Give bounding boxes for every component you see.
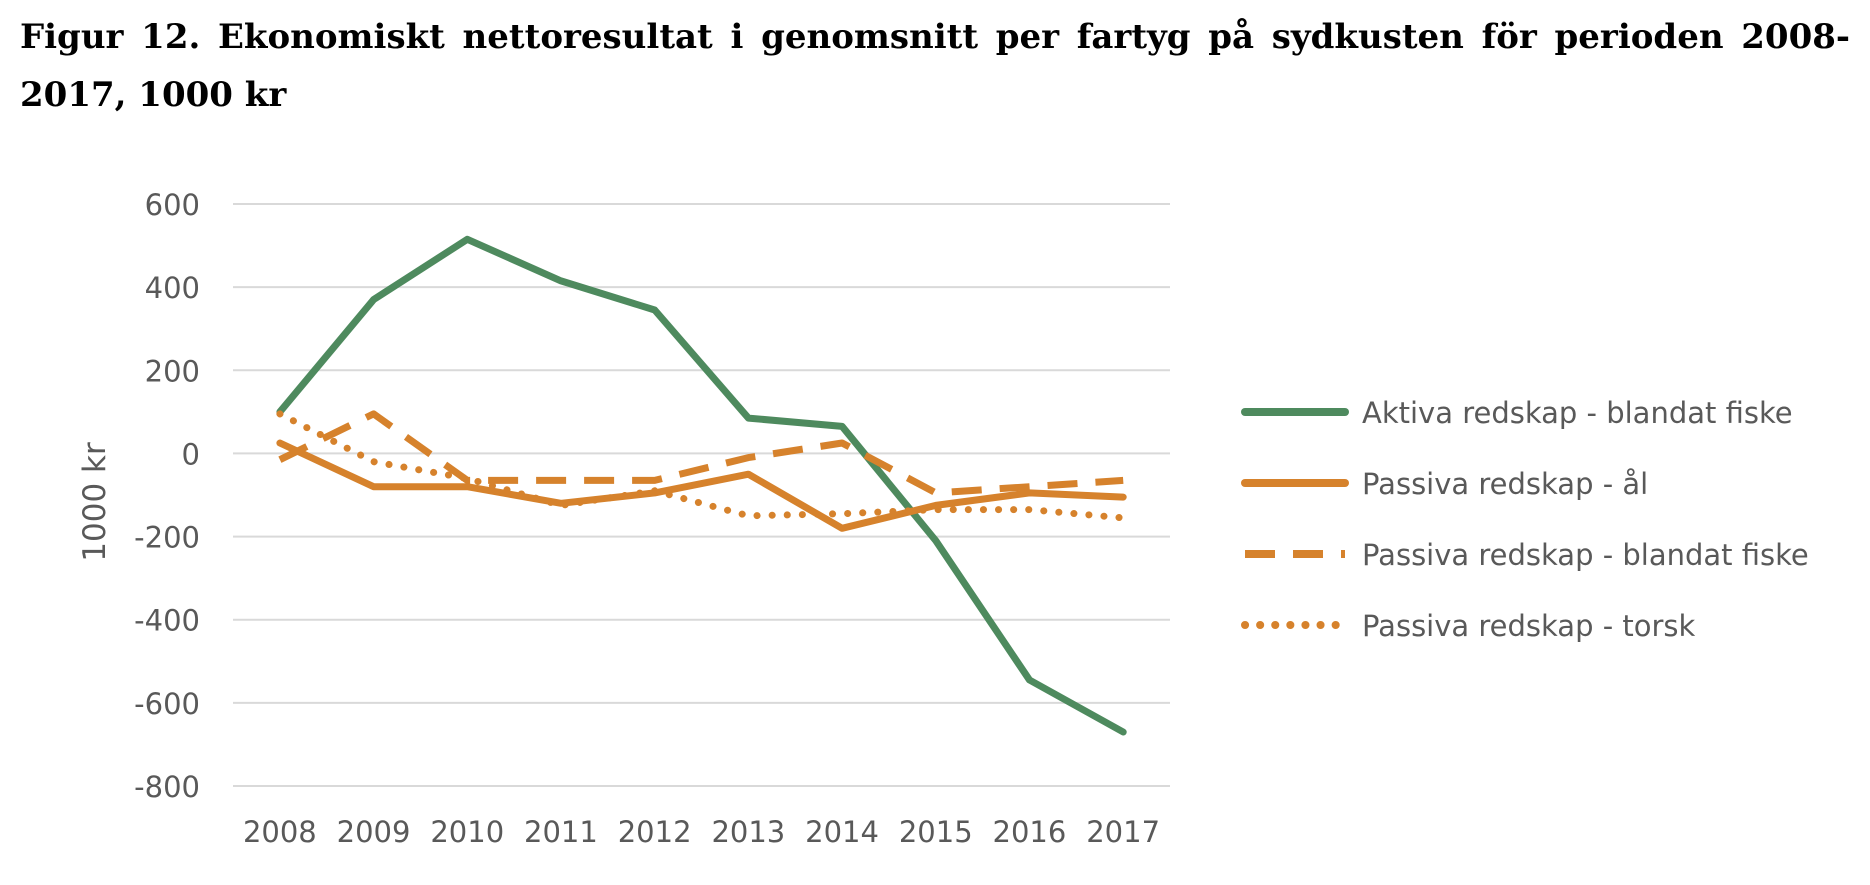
series-line-3 — [278, 410, 1124, 497]
x-tick-label: 2009 — [337, 815, 411, 849]
legend-item: Passiva redskap - ål — [1241, 467, 1648, 501]
series-line-4 — [276, 410, 1127, 522]
x-tick-label: 2017 — [1086, 815, 1160, 849]
legend-label: Passiva redskap - blandat fiske — [1362, 538, 1809, 572]
y-tick-label: 400 — [145, 271, 200, 305]
legend-item: Aktiva redskap - blandat fiske — [1241, 396, 1793, 430]
series-line-2 — [276, 439, 1127, 532]
legend-label: Passiva redskap - ål — [1362, 467, 1648, 501]
gridlines — [233, 203, 1170, 787]
y-tick-label: 600 — [145, 188, 200, 222]
x-tick-label: 2012 — [618, 815, 692, 849]
x-tick-label: 2014 — [805, 815, 879, 849]
y-tick-label: -600 — [134, 687, 200, 721]
y-axis-label: 1000 kr — [77, 442, 113, 562]
legend: Aktiva redskap - blandat fiske Passiva re… — [1241, 396, 1809, 643]
legend-label: Aktiva redskap - blandat fiske — [1362, 396, 1793, 430]
x-tick-label: 2010 — [430, 815, 504, 849]
legend-label: Passiva redskap - torsk — [1362, 609, 1696, 643]
x-tick-label: 2013 — [711, 815, 785, 849]
series-line-1 — [276, 235, 1127, 736]
y-tick-label: 0 — [182, 437, 200, 471]
legend-item: Passiva redskap - blandat fiske — [1245, 538, 1809, 572]
x-axis-ticks: 2008 2009 2010 2011 2012 2013 2014 2015 2016 2017 — [243, 815, 1160, 849]
x-tick-label: 2015 — [899, 815, 973, 849]
x-tick-label: 2008 — [243, 815, 317, 849]
y-tick-label: -400 — [134, 604, 200, 638]
y-tick-label: 200 — [145, 354, 200, 388]
y-tick-label: -800 — [134, 770, 200, 804]
figure-caption: Figur 12. Ekonomiskt nettoresultat i gen… — [20, 17, 1850, 115]
legend-item: Passiva redskap - torsk — [1241, 609, 1696, 643]
y-axis-ticks: 600 400 200 0 -200 -400 -600 -800 — [134, 188, 200, 804]
x-tick-label: 2011 — [524, 815, 598, 849]
x-tick-label: 2016 — [993, 815, 1067, 849]
y-tick-label: -200 — [134, 521, 200, 555]
series-lines — [276, 235, 1127, 736]
